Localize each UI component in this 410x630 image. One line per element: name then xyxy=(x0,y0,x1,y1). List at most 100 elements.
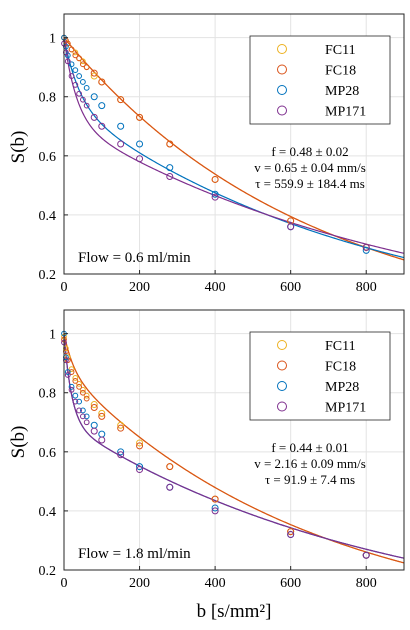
legend-marker-fc11 xyxy=(277,340,287,350)
data-point-fc18 xyxy=(211,175,219,183)
data-point-mp28 xyxy=(68,61,75,68)
data-point-fc18 xyxy=(98,412,106,420)
y-tick-label: 0.2 xyxy=(39,268,57,283)
data-point-mp171 xyxy=(64,58,71,65)
data-point-mp171 xyxy=(76,90,83,97)
x-tick-label: 600 xyxy=(280,280,301,295)
data-point-mp28 xyxy=(117,122,125,130)
data-point-mp28 xyxy=(72,392,79,399)
data-point-fc18 xyxy=(72,378,79,384)
y-tick-label: 0.4 xyxy=(39,209,57,224)
data-point-mp28 xyxy=(362,246,370,254)
data-point-mp171 xyxy=(79,413,86,420)
data-point-fc11 xyxy=(90,72,98,80)
fit-curve-mp171 xyxy=(63,37,405,254)
y-axis-label-bottom: S(b) xyxy=(8,426,29,459)
data-point-mp171 xyxy=(117,451,125,459)
data-point-fc18 xyxy=(76,383,83,390)
legend-label-fc18: FC18 xyxy=(325,64,356,79)
data-point-fc18 xyxy=(62,348,69,355)
data-point-mp28 xyxy=(76,73,83,79)
x-axis-label: b [s/mm²] xyxy=(197,601,272,622)
x-tick-label: 200 xyxy=(129,280,150,295)
y-tick-label: 0.6 xyxy=(39,446,57,461)
data-point-mp171 xyxy=(98,122,106,130)
data-point-mp28 xyxy=(211,504,219,512)
data-point-fc18 xyxy=(166,463,174,471)
data-point-mp171 xyxy=(117,140,125,148)
data-point-mp171 xyxy=(166,173,174,180)
data-point-fc11 xyxy=(98,409,106,417)
data-point-fc18 xyxy=(79,61,86,68)
legend-label-fc11: FC11 xyxy=(325,339,356,354)
data-point-fc18 xyxy=(287,528,295,536)
data-point-fc18 xyxy=(117,96,125,104)
data-point-mp171 xyxy=(136,466,144,474)
y-tick-label: 0.2 xyxy=(39,564,57,579)
data-point-fc18 xyxy=(136,442,144,450)
data-point-mp28 xyxy=(166,164,174,172)
data-point-mp171 xyxy=(76,407,83,414)
legend-box xyxy=(249,35,391,125)
data-point-mp171 xyxy=(64,372,71,378)
data-point-mp171 xyxy=(287,531,295,539)
data-point-fc11 xyxy=(117,421,125,429)
data-point-fc18 xyxy=(136,113,144,121)
data-point-fc11 xyxy=(83,392,90,399)
param-tau: τ = 559.9 ± 184.4 ms xyxy=(255,176,365,191)
legend-label-mp171: MP171 xyxy=(325,105,366,120)
data-point-fc18 xyxy=(68,369,75,375)
data-point-mp171 xyxy=(83,102,90,109)
data-point-mp171 xyxy=(90,427,98,435)
data-point-mp28 xyxy=(62,354,69,361)
data-point-fc18 xyxy=(83,64,90,71)
data-point-fc11 xyxy=(76,380,83,387)
data-point-mp171 xyxy=(62,357,69,364)
data-point-mp28 xyxy=(136,463,144,471)
data-point-mp171 xyxy=(90,113,98,121)
data-point-mp28 xyxy=(68,383,75,390)
data-point-mp28 xyxy=(136,140,144,148)
param-v: v = 2.16 ± 0.09 mm/s xyxy=(254,456,366,471)
data-point-fc18 xyxy=(98,78,106,86)
flow-annotation: Flow = 1.8 ml/min xyxy=(78,546,191,562)
legend-marker-mp28 xyxy=(277,85,287,95)
data-point-mp171 xyxy=(62,49,69,56)
bottom-panel: 0 200 400 600 800 0.2 0.4 0.6 0.8 1 FC11 FC18 MP28 MP… xyxy=(39,309,405,591)
data-point-mp171 xyxy=(83,419,90,426)
legend-label-fc11: FC11 xyxy=(325,43,356,58)
data-point-mp171 xyxy=(68,73,75,79)
legend-marker-fc11 xyxy=(277,44,287,54)
data-point-fc11 xyxy=(72,49,79,56)
data-point-mp171 xyxy=(79,96,86,103)
legend-marker-mp171 xyxy=(277,401,287,412)
data-point-mp171 xyxy=(362,551,370,559)
data-point-fc11 xyxy=(136,439,144,447)
data-point-fc11 xyxy=(90,401,98,409)
param-tau: τ = 91.9 ± 7.4 ms xyxy=(265,472,355,487)
param-v: v = 0.65 ± 0.04 mm/s xyxy=(254,160,366,175)
data-point-mp28 xyxy=(211,190,219,198)
data-point-fc18 xyxy=(117,424,125,432)
axes-frame xyxy=(63,13,405,275)
data-point-mp28 xyxy=(64,369,71,375)
legend-marker-fc18 xyxy=(277,360,287,371)
data-point-fc11 xyxy=(68,366,75,372)
y-tick-label: 0.8 xyxy=(39,387,57,402)
data-point-fc18 xyxy=(90,69,98,77)
x-tick-label: 800 xyxy=(356,280,377,295)
data-point-mp28 xyxy=(83,84,90,91)
y-axis-label-top: S(b) xyxy=(8,131,29,164)
data-point-mp171 xyxy=(136,155,144,163)
top-panel: 0 200 400 600 800 0.2 0.4 0.6 0.8 1 FC11 FC18 MP28 MP… xyxy=(39,13,405,295)
data-point-mp28 xyxy=(72,67,79,74)
x-tick-label: 400 xyxy=(205,576,226,591)
y-tick-label: 0.4 xyxy=(39,505,57,520)
param-f: f = 0.44 ± 0.01 xyxy=(271,440,348,455)
data-point-fc18 xyxy=(79,389,86,396)
data-point-mp28 xyxy=(76,398,83,405)
y-tick-label: 0.6 xyxy=(39,150,57,165)
y-tick-label: 1 xyxy=(49,328,56,343)
axes-frame xyxy=(63,309,405,571)
y-tick-label: 1 xyxy=(49,32,56,47)
